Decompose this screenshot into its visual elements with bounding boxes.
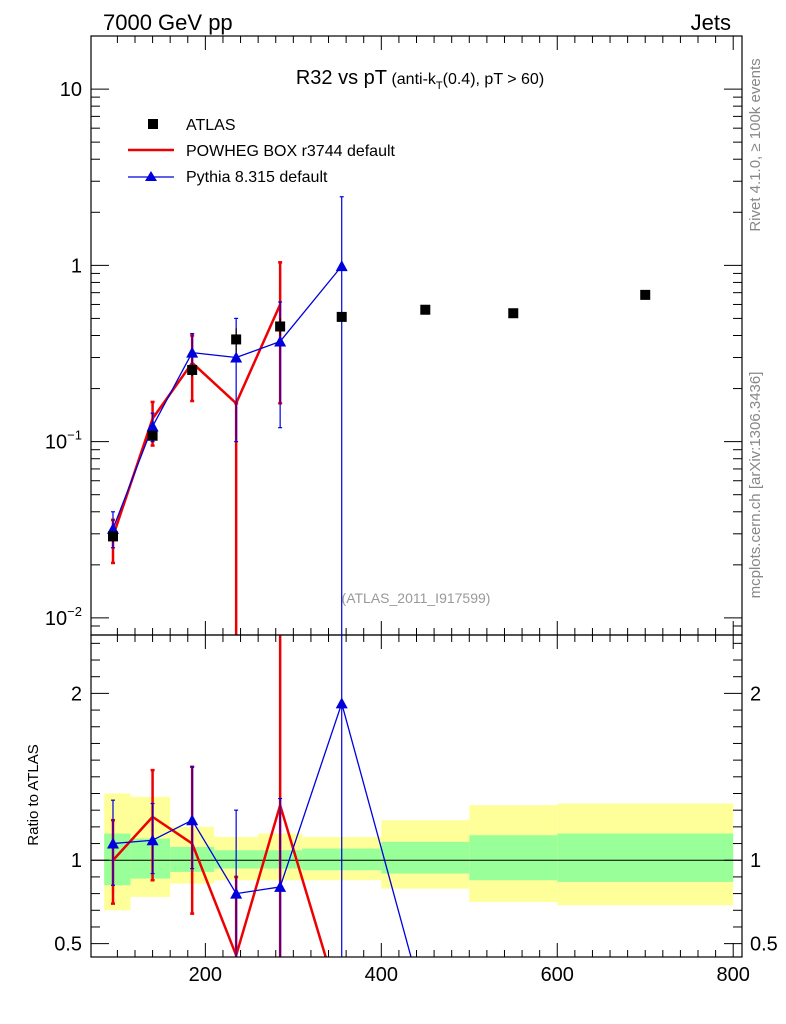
atlas-marker: [275, 321, 286, 332]
y-tick-label: 1: [71, 255, 82, 277]
atlas-marker: [187, 364, 198, 375]
ratio-ylabel: Ratio to ATLAS: [25, 744, 42, 845]
ratio-y-tick-label-right: 0.5: [750, 934, 778, 956]
y-tick-label: 10: [60, 79, 82, 101]
atlas-marker: [147, 430, 158, 441]
chart-title-sub-pre: (anti-k: [391, 71, 436, 88]
ratio-y-tick-label-right: 2: [750, 683, 761, 705]
ratio-y-tick-label: 2: [71, 683, 82, 705]
ratio-band-inner: [469, 835, 558, 881]
atlas-marker: [107, 531, 118, 542]
ratio-band-inner: [104, 833, 131, 886]
atlas-marker: [640, 289, 651, 300]
pythia-line: [112, 265, 343, 530]
pythia-marker: [335, 260, 348, 272]
ratio-pythia-marker: [274, 880, 287, 892]
x-tick-label: 600: [541, 964, 574, 986]
pythia-marker: [274, 335, 287, 347]
header-left: 7000 GeV pp: [103, 10, 233, 35]
legend-atlas-marker: [148, 119, 158, 129]
ratio-pythia-marker: [106, 837, 119, 849]
ratio-pythia-marker: [335, 697, 348, 709]
ratio-pythia-marker: [230, 887, 243, 899]
ratio-band-inner: [557, 833, 734, 882]
legend-pythia-label: Pythia 8.315 default: [186, 169, 328, 186]
atlas-marker: [231, 334, 242, 345]
atlas-marker: [420, 304, 431, 315]
ratio-y-tick-label: 0.5: [54, 934, 82, 956]
x-tick-label: 800: [717, 964, 750, 986]
chart-title-sub-post: (0.4), pT > 60): [443, 71, 545, 88]
ratio-pythia-marker: [186, 814, 199, 826]
main-panel: 10 1 10−1 10−2 R32 vs pT (anti-kT(0.4), pT …: [45, 35, 743, 636]
pythia-marker: [146, 420, 159, 432]
atlas-marker: [508, 308, 519, 319]
pythia-marker: [230, 351, 243, 363]
chart-title: R32 vs pT (anti-kT(0.4), pT > 60): [296, 67, 544, 92]
mcplots-label: mcplots.cern.ch [arXiv:1306.3436]: [747, 372, 764, 599]
ratio-pythia-marker: [146, 834, 159, 846]
legend-atlas-label: ATLAS: [186, 117, 236, 134]
y-tick-label: 10−2: [45, 604, 82, 630]
ratio-y-tick-label-right: 1: [750, 850, 761, 872]
ratio-y-tick-label: 1: [71, 850, 82, 872]
chart-title-sub-sub: T: [436, 80, 443, 92]
ratio-data-layer: [91, 635, 742, 957]
y-tick-label: 10−1: [45, 428, 82, 454]
rivet-label: Rivet 4.1.0, ≥ 100k events: [747, 58, 764, 231]
chart-title-main: R32 vs pT: [296, 67, 387, 89]
x-tick-label: 400: [365, 964, 398, 986]
pythia-marker: [186, 346, 199, 358]
main-data-layer: [106, 196, 651, 635]
ratio-band-inner: [130, 838, 171, 879]
atlas-marker: [336, 311, 347, 322]
ratio-band-inner: [381, 841, 470, 874]
main-axes: 10 1 10−1 10−2: [45, 35, 742, 636]
legend-powheg-label: POWHEG BOX r3744 default: [186, 143, 396, 160]
legend-pythia-marker: [145, 171, 157, 181]
x-tick-label: 200: [189, 964, 222, 986]
watermark: (ATLAS_2011_I917599): [342, 590, 491, 606]
ratio-frame: [90, 634, 743, 958]
legend: ATLAS POWHEG BOX r3744 default Pythia 8.…: [128, 117, 396, 186]
ratio-powheg-line: [112, 803, 328, 957]
pythia-marker: [106, 522, 119, 534]
powheg-line: [111, 303, 282, 537]
header-right: Jets: [691, 10, 731, 35]
